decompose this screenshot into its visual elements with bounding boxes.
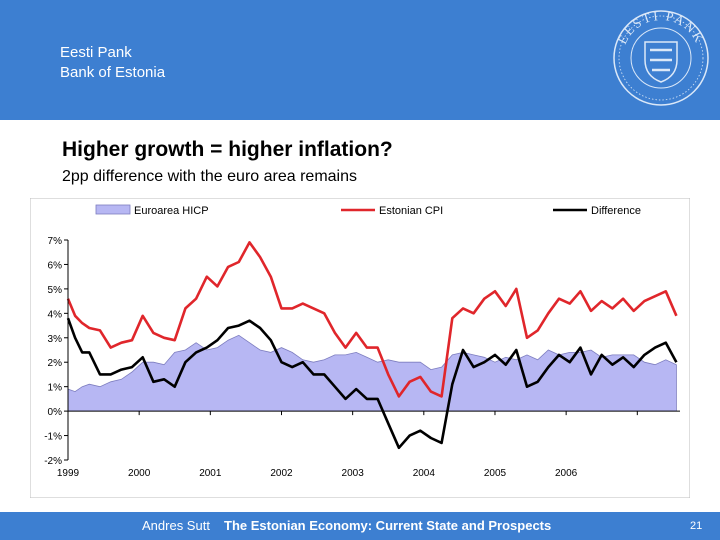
x-tick-label: 2000 bbox=[128, 468, 151, 479]
slide-title: Higher growth = higher inflation? bbox=[62, 138, 393, 161]
bank-name-english: Bank of Estonia bbox=[60, 64, 166, 81]
legend-swatch-euroarea-hicp bbox=[95, 204, 131, 215]
y-tick-label: 6% bbox=[48, 260, 63, 271]
x-tick-label: 2002 bbox=[270, 468, 293, 479]
chart-border bbox=[30, 198, 690, 498]
legend-label-euroarea-hicp: Euroarea HICP bbox=[134, 205, 209, 217]
legend-label-estonian-cpi: Estonian CPI bbox=[379, 205, 443, 217]
series-line-difference bbox=[66, 317, 678, 450]
footer-title: The Estonian Economy: Current State and … bbox=[224, 518, 552, 533]
y-tick-label: 5% bbox=[48, 285, 63, 296]
x-tick-label: 2003 bbox=[342, 468, 365, 479]
x-tick-label: 1999 bbox=[57, 468, 80, 479]
plot-area bbox=[66, 240, 680, 460]
y-tick-label: 1% bbox=[48, 383, 63, 394]
x-tick-label: 2004 bbox=[413, 468, 436, 479]
y-tick-label: 3% bbox=[48, 334, 63, 345]
slide-header: Eesti Pank Bank of Estonia EESTI PANK bbox=[0, 0, 720, 120]
x-tick-label: 2006 bbox=[555, 468, 578, 479]
slide-subtitle: 2pp difference with the euro area remain… bbox=[62, 168, 357, 185]
footer-author: Andres Sutt bbox=[142, 518, 210, 533]
x-tick-label: 2005 bbox=[484, 468, 507, 479]
y-tick-label: 0% bbox=[48, 407, 63, 418]
slide-footer: Andres Sutt The Estonian Economy: Curren… bbox=[0, 512, 720, 540]
y-tick-label: 7% bbox=[48, 236, 63, 247]
chart-legend: Euroarea HICP Estonian CPI Difference bbox=[95, 204, 641, 217]
page-number: 21 bbox=[690, 520, 703, 532]
y-tick-label: -1% bbox=[44, 432, 62, 443]
y-tick-label: 2% bbox=[48, 358, 63, 369]
legend-label-difference: Difference bbox=[591, 205, 641, 217]
x-axis-ticks: 1999 2000 2001 2002 2003 2004 2005 2006 bbox=[57, 411, 638, 479]
y-tick-label: 4% bbox=[48, 309, 63, 320]
svg-text:EESTI PANK: EESTI PANK bbox=[614, 8, 707, 46]
bank-name-local: Eesti Pank bbox=[60, 44, 132, 61]
series-area-euroarea-hicp bbox=[67, 334, 677, 412]
y-axis-ticks: 7% 6% 5% 4% 3% 2% 1% 0% -1% -2% bbox=[44, 236, 68, 467]
x-tick-label: 2001 bbox=[199, 468, 222, 479]
inflation-chart: Euroarea HICP Estonian CPI Difference 7% 6%… bbox=[30, 198, 690, 498]
eesti-pank-seal-logo: EESTI PANK bbox=[613, 8, 709, 106]
series-line-estonian-cpi bbox=[66, 241, 678, 398]
y-tick-label: -2% bbox=[44, 456, 62, 467]
